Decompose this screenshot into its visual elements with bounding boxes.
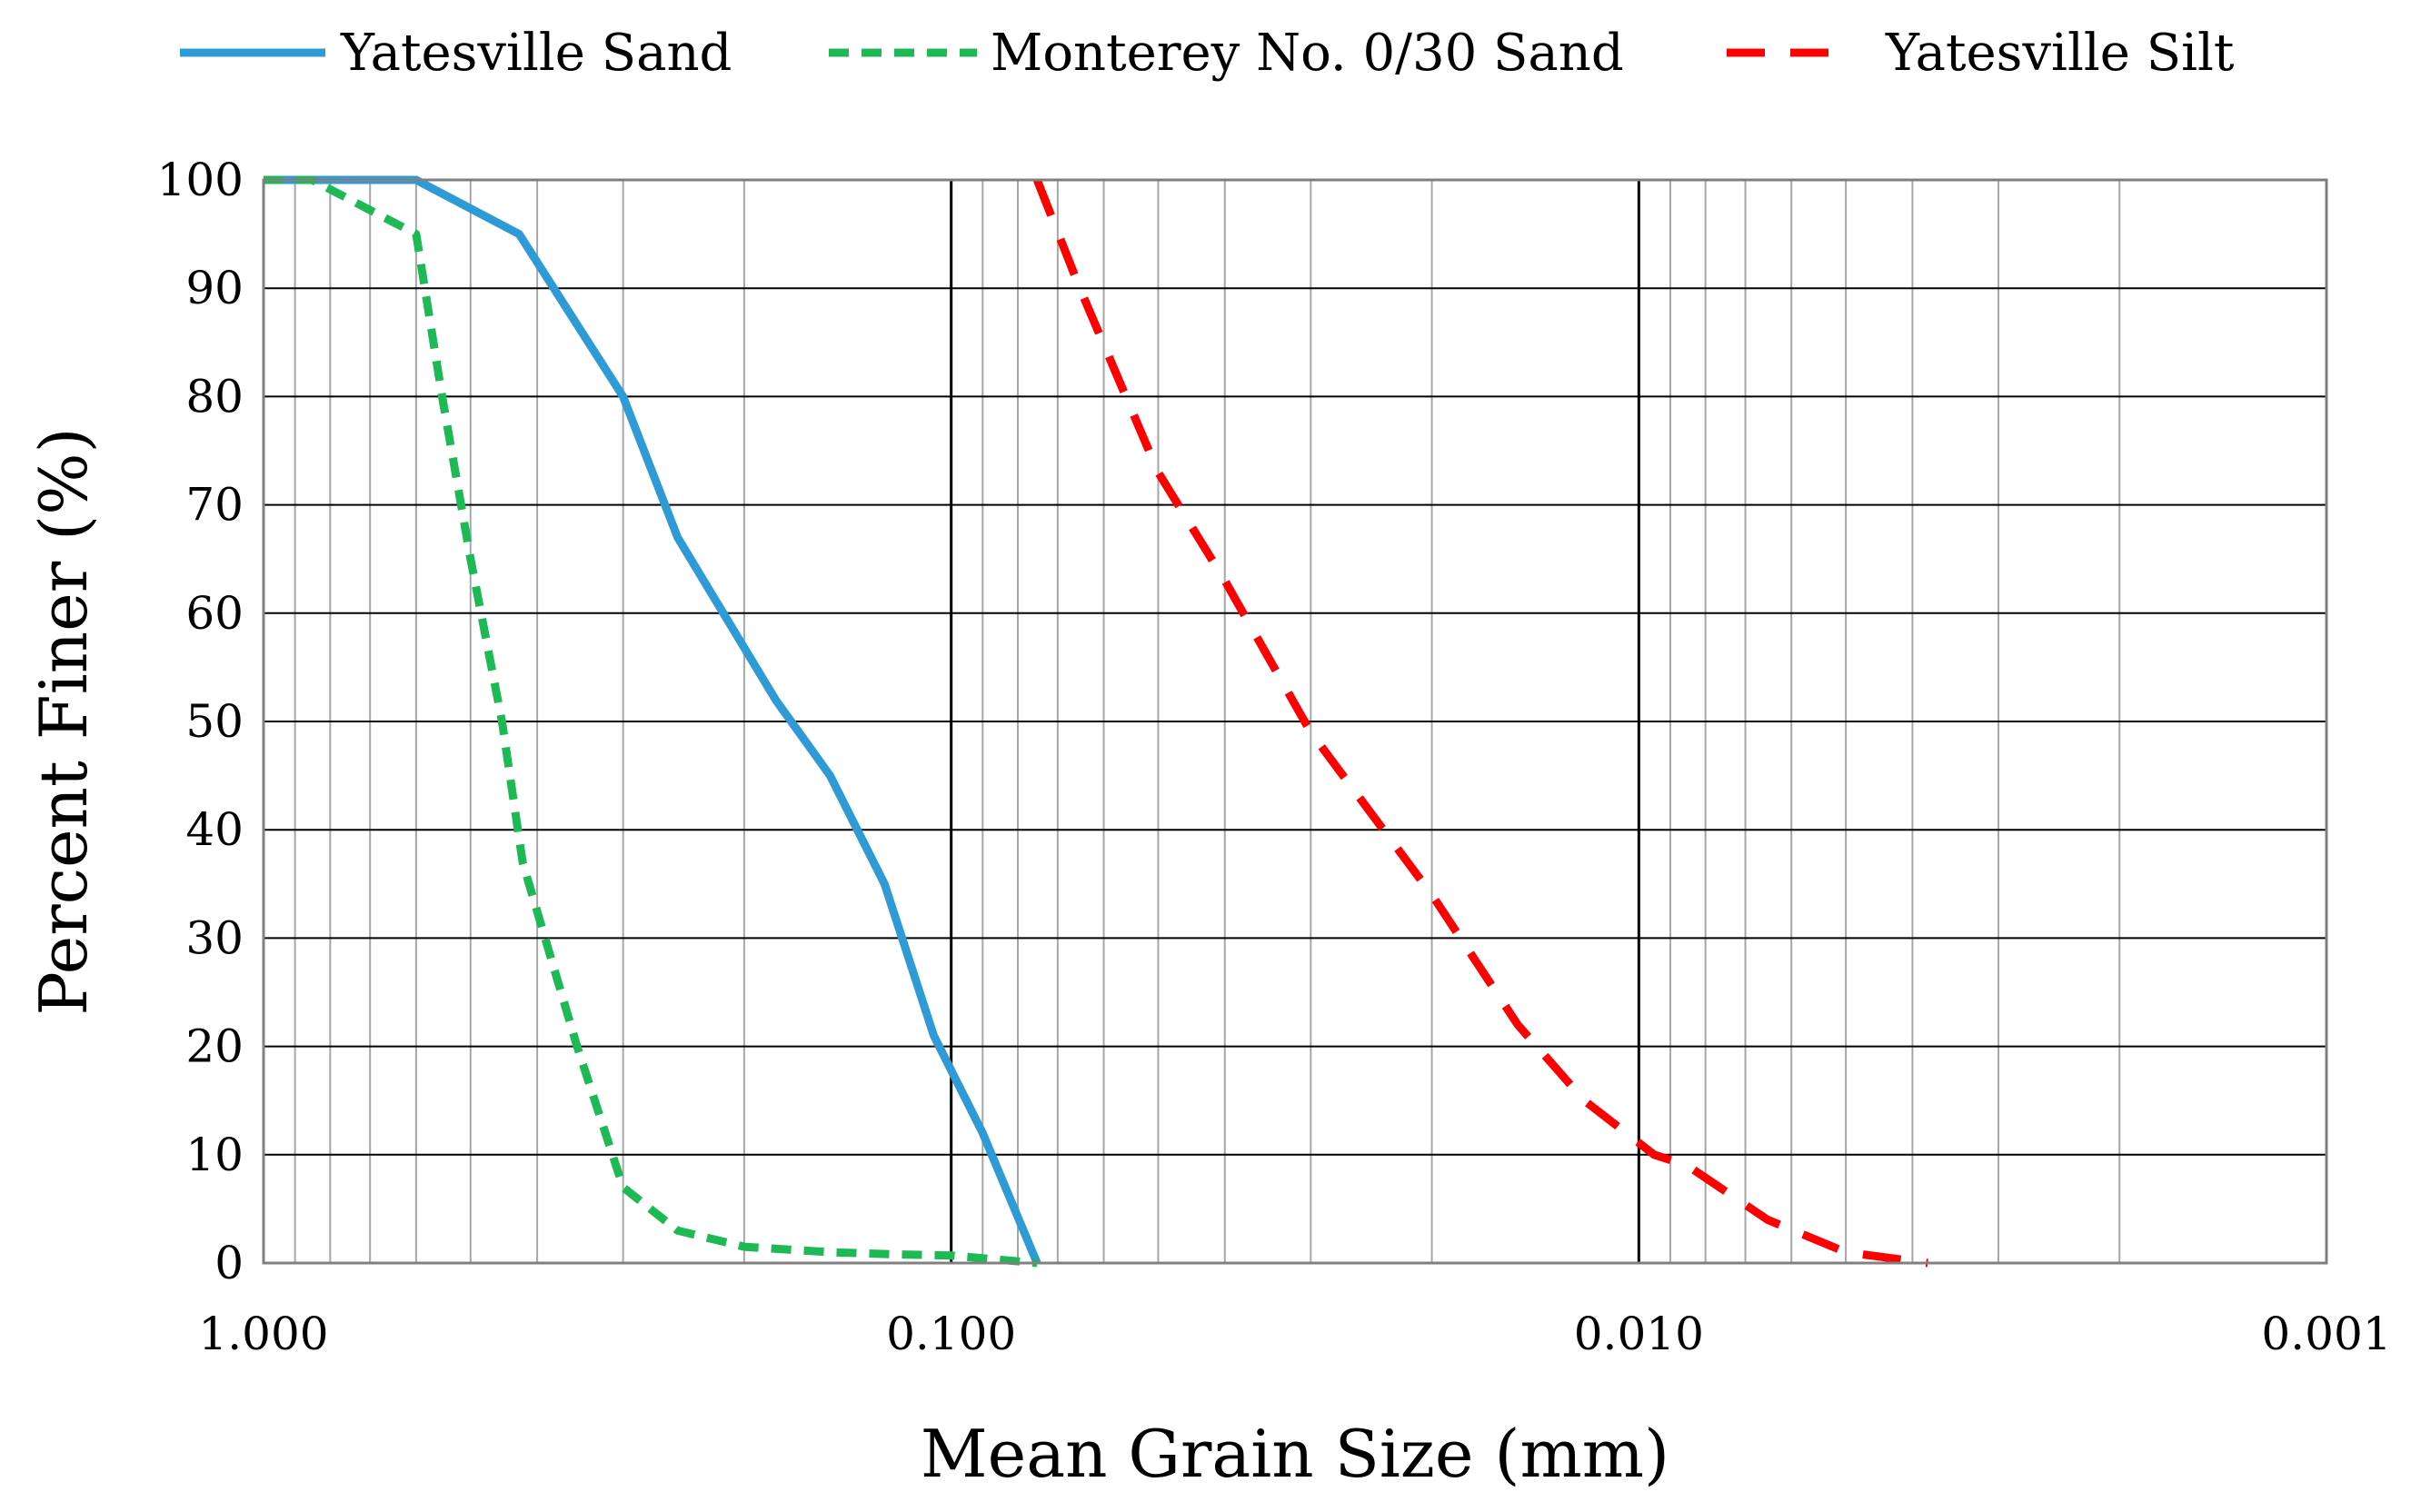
x-tick-label: 0.001 — [2261, 1308, 2391, 1360]
y-tick-label: 70 — [185, 479, 244, 532]
x-axis-title: Mean Grain Size (mm) — [921, 1416, 1669, 1492]
x-tick-label: 0.010 — [1574, 1308, 1704, 1360]
legend-label-2: Monterey No. 0/30 Sand — [991, 24, 1624, 83]
y-tick-label: 100 — [157, 154, 244, 206]
y-tick-label: 50 — [185, 695, 244, 748]
legend: Yatesville Sand Monterey No. 0/30 Sand Yat… — [180, 24, 2235, 83]
tick-labels: 0 10 20 30 40 50 60 70 80 90 100 1.000 0.100 0.010 0.0… — [157, 154, 2392, 1360]
y-tick-label: 30 — [185, 911, 244, 964]
series-line-2 — [264, 175, 1038, 1268]
legend-label-3: Yatesville Silt — [1885, 24, 2235, 83]
y-tick-label: 80 — [185, 370, 244, 423]
y-tick-label: 90 — [185, 262, 244, 314]
x-tick-label: 0.100 — [886, 1308, 1016, 1360]
y-axis-title: Percent Finer (%) — [25, 427, 102, 1015]
y-tick-label: 20 — [185, 1020, 244, 1073]
y-tick-label: 40 — [185, 803, 244, 856]
y-tick-label: 10 — [185, 1129, 244, 1181]
series-line-3 — [1033, 178, 1928, 1268]
x-tick-label: 1.000 — [198, 1308, 328, 1360]
y-tick-label: 60 — [185, 587, 244, 640]
legend-label-1: Yatesville Sand — [340, 24, 732, 83]
y-tick-label: 0 — [214, 1237, 244, 1289]
plot-area-frame — [262, 178, 2328, 1265]
